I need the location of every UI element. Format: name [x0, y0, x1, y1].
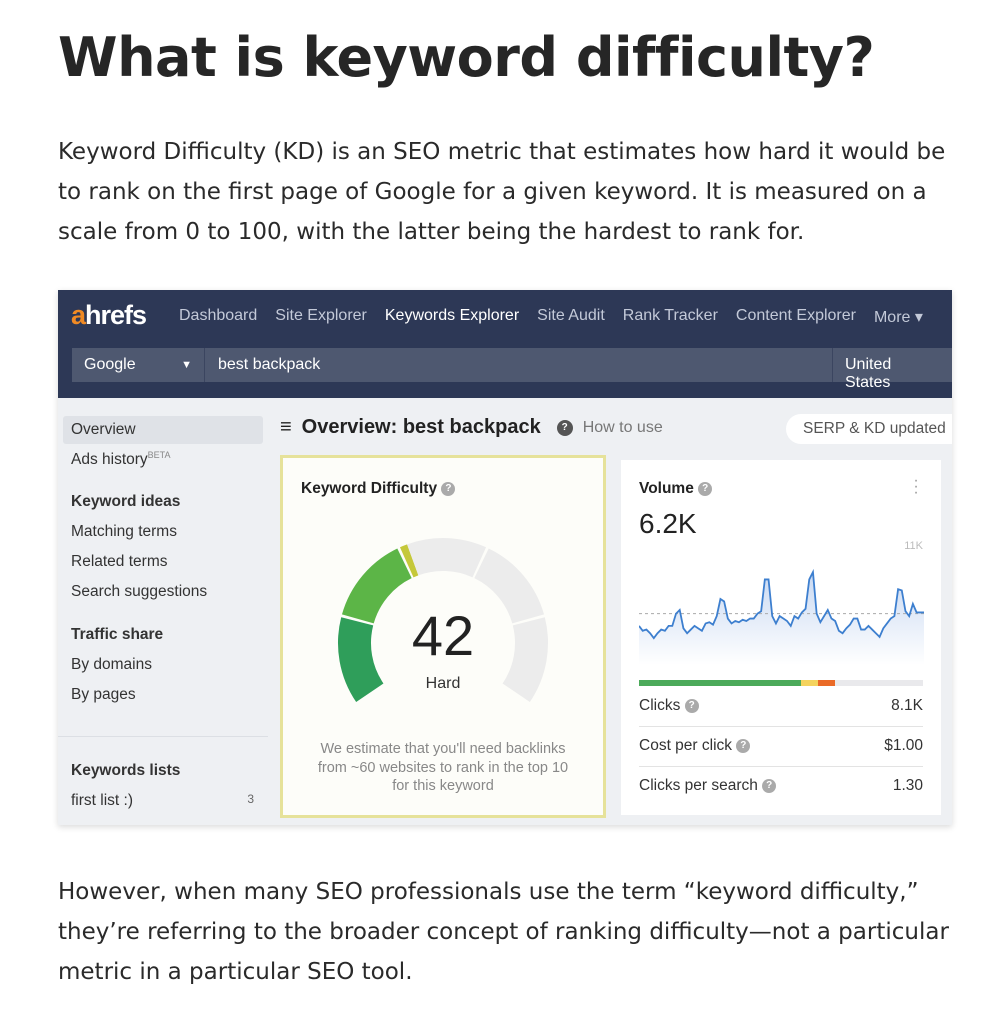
search-bar: Google ▼ best backpack United States	[72, 348, 952, 391]
gauge-segment	[341, 548, 412, 624]
serp-kd-updated-badge[interactable]: SERP & KD updated	[786, 414, 952, 444]
help-icon[interactable]: ?	[762, 778, 777, 793]
divider	[58, 736, 268, 737]
more-options-icon[interactable]: · · ·	[913, 472, 919, 501]
volume-value: 6.2K	[639, 508, 697, 539]
section-keywords-lists: Keywords lists	[71, 762, 181, 779]
kd-title: Keyword Difficulty ?	[301, 480, 456, 498]
sparkline-area	[639, 572, 924, 665]
nav-content-explorer[interactable]: Content Explorer	[735, 307, 856, 324]
kd-title-text: Keyword Difficulty	[301, 480, 438, 497]
article-title: What is keyword difficulty?	[58, 26, 875, 89]
help-icon[interactable]: ?	[556, 419, 573, 436]
sidebar-item-search-suggestions[interactable]: Search suggestions	[71, 583, 208, 600]
sparkline-line	[639, 568, 924, 640]
help-icon[interactable]: ?	[698, 481, 713, 496]
click-split-segment	[834, 680, 923, 686]
click-split-segment	[817, 680, 835, 686]
gauge-segment	[502, 617, 548, 703]
metric-clicks-per-search: Clicks per search ? 1.30	[639, 777, 923, 795]
nav-more[interactable]: More ▾	[873, 309, 923, 326]
ahrefs-logo[interactable]: ahrefs	[71, 300, 147, 330]
list-name: first list :)	[71, 792, 133, 809]
volume-sparkline	[639, 568, 924, 665]
gauge-segment	[474, 548, 545, 624]
gauge-segment	[338, 617, 384, 703]
divider	[639, 766, 923, 767]
engine-select[interactable]: Google ▼	[72, 348, 205, 382]
sparkline-max-label: 11K	[904, 540, 923, 552]
nav-dashboard[interactable]: Dashboard	[179, 307, 258, 324]
click-split-segment	[639, 680, 801, 686]
nav-site-explorer[interactable]: Site Explorer	[275, 307, 367, 324]
metric-value: 1.30	[892, 777, 923, 794]
sidebar: Overview Ads historyBETA Keyword ideas M…	[58, 398, 268, 825]
engine-value: Google	[84, 356, 136, 373]
kd-note: We estimate that you'll need backlinks f…	[317, 741, 569, 794]
how-to-use-link[interactable]: How to use	[582, 418, 663, 436]
ahrefs-screenshot: ahrefs Dashboard Site Explorer Keywords …	[58, 290, 952, 825]
help-icon[interactable]: ?	[736, 738, 751, 753]
top-bar: ahrefs Dashboard Site Explorer Keywords …	[58, 290, 952, 398]
page-header: ≡ Overview: best backpack ? How to use	[280, 416, 663, 439]
kd-gauge	[338, 538, 548, 703]
list-count: 3	[247, 792, 254, 806]
volume-card: Volume ? · · · 6.2K 11K Clicks ? 8.1K Cost …	[621, 460, 941, 815]
metric-label: Clicks per search	[639, 777, 758, 794]
nav-rank-tracker[interactable]: Rank Tracker	[622, 307, 718, 324]
sidebar-item-by-domains[interactable]: By domains	[71, 656, 152, 673]
sidebar-item-overview[interactable]: Overview	[63, 416, 263, 444]
page-title: Overview: best backpack	[301, 416, 541, 438]
list-item[interactable]: first list :) 3	[71, 792, 254, 810]
divider	[639, 726, 923, 727]
sidebar-item-related-terms[interactable]: Related terms	[71, 553, 168, 570]
sidebar-item-by-pages[interactable]: By pages	[71, 686, 136, 703]
metric-value: 8.1K	[891, 697, 923, 714]
kd-label: Hard	[425, 675, 461, 692]
help-icon[interactable]: ?	[441, 481, 456, 496]
volume-title: Volume ?	[639, 480, 713, 498]
menu-icon[interactable]: ≡	[280, 416, 292, 438]
gauge-segment	[407, 538, 487, 578]
nav-site-audit[interactable]: Site Audit	[537, 307, 605, 324]
click-split-bar	[639, 680, 923, 686]
kd-score: 42	[411, 604, 475, 667]
metric-clicks: Clicks ? 8.1K	[639, 697, 923, 715]
metric-value: $1.00	[884, 737, 923, 754]
click-split-segment	[800, 680, 818, 686]
ads-history-label: Ads history	[71, 451, 148, 469]
metric-label: Clicks	[639, 697, 681, 714]
sidebar-item-ads-history[interactable]: Ads historyBETA	[71, 450, 171, 469]
sidebar-item-matching-terms[interactable]: Matching terms	[71, 523, 177, 540]
country-select[interactable]: United States	[832, 348, 952, 391]
volume-title-text: Volume	[639, 480, 694, 497]
metric-cpc: Cost per click ? $1.00	[639, 737, 923, 755]
section-traffic-share: Traffic share	[71, 626, 164, 643]
help-icon[interactable]: ?	[684, 698, 699, 713]
metric-label: Cost per click	[639, 737, 733, 754]
gauge-segment	[399, 544, 419, 578]
intro-paragraph: Keyword Difficulty (KD) is an SEO metric…	[58, 139, 946, 245]
nav-keywords-explorer[interactable]: Keywords Explorer	[384, 307, 520, 324]
caret-down-icon: ▼	[181, 359, 192, 371]
beta-badge: BETA	[147, 450, 171, 460]
outro-paragraph: However, when many SEO professionals use…	[58, 879, 949, 985]
keyword-difficulty-card: Keyword Difficulty ? 42 Hard We estimate…	[280, 455, 606, 818]
section-keyword-ideas: Keyword ideas	[71, 493, 181, 510]
main-nav: Dashboard Site Explorer Keywords Explore…	[179, 307, 923, 327]
keyword-input[interactable]: best backpack	[218, 356, 321, 373]
